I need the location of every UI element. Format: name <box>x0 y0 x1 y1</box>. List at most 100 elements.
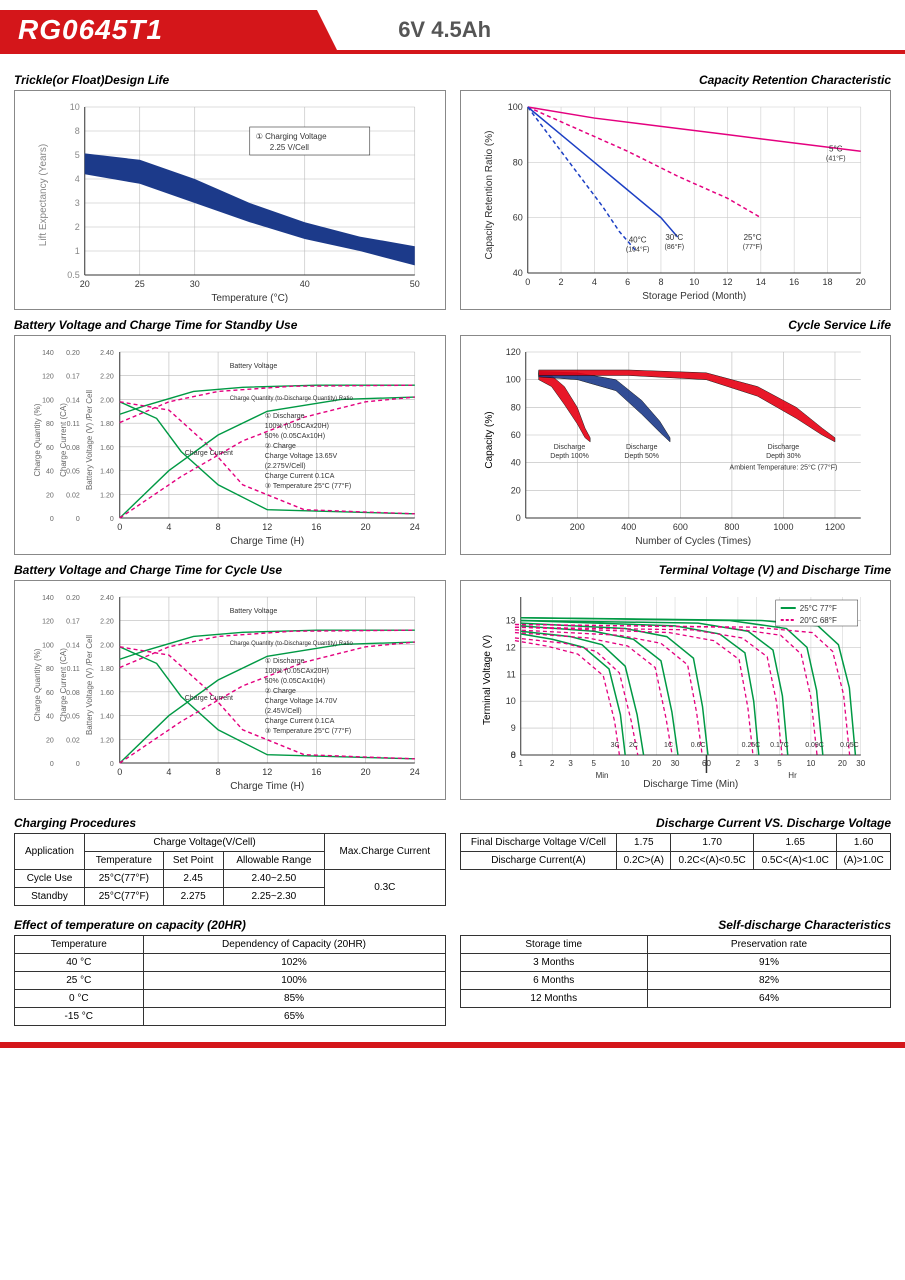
svg-text:24: 24 <box>410 522 420 532</box>
dischargevolt-title: Discharge Current VS. Discharge Voltage <box>460 816 892 830</box>
svg-text:120: 120 <box>42 619 54 626</box>
svg-text:2: 2 <box>735 759 740 768</box>
svg-text:2.00: 2.00 <box>100 642 114 649</box>
svg-text:Discharge: Discharge <box>625 444 657 451</box>
svg-text:0.25C: 0.25C <box>741 742 760 749</box>
svg-text:30: 30 <box>670 759 679 768</box>
charging-table: ApplicationCharge Voltage(V/Cell)Max.Cha… <box>14 833 446 906</box>
svg-text:30: 30 <box>856 759 865 768</box>
svg-text:100: 100 <box>42 642 54 649</box>
svg-text:0.05C: 0.05C <box>840 742 859 749</box>
svg-text:0.5: 0.5 <box>67 270 80 280</box>
svg-text:0: 0 <box>50 761 54 768</box>
svg-text:1: 1 <box>518 759 523 768</box>
svg-text:2.00: 2.00 <box>100 397 114 404</box>
svg-text:0.05: 0.05 <box>66 469 80 476</box>
svg-text:② Charge: ② Charge <box>265 687 296 695</box>
tempeffect-table: TemperatureDependency of Capacity (20HR)… <box>14 935 446 1026</box>
discharge-section: Terminal Voltage (V) and Discharge Time … <box>460 563 892 800</box>
model-number: RG0645T1 <box>18 14 163 46</box>
svg-text:0.11: 0.11 <box>67 666 80 673</box>
svg-text:40: 40 <box>46 714 54 721</box>
svg-text:Depth 30%: Depth 30% <box>766 453 801 460</box>
svg-text:2.20: 2.20 <box>100 374 114 381</box>
svg-text:Number of Cycles (Times): Number of Cycles (Times) <box>635 536 751 547</box>
svg-text:50% (0.05CAx10H): 50% (0.05CAx10H) <box>265 678 325 685</box>
svg-text:① Charging Voltage: ① Charging Voltage <box>256 132 327 141</box>
svg-text:20°C 68°F: 20°C 68°F <box>799 616 836 625</box>
svg-text:11: 11 <box>506 669 515 679</box>
svg-text:40: 40 <box>46 469 54 476</box>
svg-text:2C: 2C <box>628 742 637 749</box>
svg-text:12: 12 <box>505 642 515 652</box>
svg-text:Capacity (%): Capacity (%) <box>483 411 494 468</box>
svg-text:16: 16 <box>311 767 321 777</box>
svg-text:20: 20 <box>510 485 520 495</box>
svg-text:30°C: 30°C <box>665 233 683 242</box>
svg-text:Discharge: Discharge <box>767 444 799 451</box>
svg-text:2: 2 <box>558 277 563 287</box>
svg-text:10: 10 <box>70 102 80 112</box>
svg-text:13: 13 <box>505 615 515 625</box>
svg-text:10: 10 <box>689 277 699 287</box>
svg-text:50: 50 <box>410 279 420 289</box>
svg-text:3C: 3C <box>610 742 619 749</box>
page-header: RG0645T1 6V 4.5Ah <box>0 10 905 60</box>
svg-text:1.60: 1.60 <box>100 445 114 452</box>
svg-text:2: 2 <box>75 222 80 232</box>
battery-spec: 6V 4.5Ah <box>398 17 491 43</box>
svg-text:0: 0 <box>50 516 54 523</box>
svg-text:25: 25 <box>135 279 145 289</box>
discharge-chart: 89101112130123510203060235102030MinHr3C2… <box>460 580 892 800</box>
svg-text:140: 140 <box>42 350 54 357</box>
svg-text:16: 16 <box>789 277 799 287</box>
svg-text:Battery Voltage: Battery Voltage <box>230 608 278 615</box>
svg-text:Capacity Retention Ratio (%): Capacity Retention Ratio (%) <box>483 131 494 260</box>
svg-text:10: 10 <box>505 696 515 706</box>
svg-text:0.14: 0.14 <box>66 642 80 649</box>
svg-text:1200: 1200 <box>824 522 844 532</box>
svg-text:1.20: 1.20 <box>100 737 114 744</box>
svg-text:14: 14 <box>755 277 765 287</box>
cycleuse-chart: 0481216202402040608010012014000.020.050.… <box>14 580 446 800</box>
svg-text:12: 12 <box>262 522 272 532</box>
svg-text:2.20: 2.20 <box>100 619 114 626</box>
svg-text:40: 40 <box>510 458 520 468</box>
svg-text:Battery Voltage (V) /Per Cell: Battery Voltage (V) /Per Cell <box>85 390 94 490</box>
svg-text:60: 60 <box>46 445 54 452</box>
svg-text:8: 8 <box>75 126 80 136</box>
svg-text:Min: Min <box>595 771 608 780</box>
svg-text:100: 100 <box>505 375 520 385</box>
svg-text:0.11: 0.11 <box>67 421 80 428</box>
svg-text:0.05: 0.05 <box>66 714 80 721</box>
svg-text:(104°F): (104°F) <box>625 246 648 254</box>
svg-text:400: 400 <box>621 522 636 532</box>
cyclelife-title: Cycle Service Life <box>460 318 892 332</box>
svg-text:1.80: 1.80 <box>100 421 114 428</box>
svg-text:0: 0 <box>76 516 80 523</box>
dischargevolt-table: Final Discharge Voltage V/Cell1.751.701.… <box>460 833 892 870</box>
svg-text:0.20: 0.20 <box>66 350 80 357</box>
svg-text:5: 5 <box>75 150 80 160</box>
svg-text:Depth 100%: Depth 100% <box>550 453 589 460</box>
svg-text:60: 60 <box>46 690 54 697</box>
trickle-section: Trickle(or Float)Design Life 0.512345810… <box>14 73 446 310</box>
svg-text:1: 1 <box>75 246 80 256</box>
svg-text:Discharge Time (Min): Discharge Time (Min) <box>643 779 738 790</box>
svg-text:60: 60 <box>512 213 522 223</box>
svg-text:5°C: 5°C <box>829 144 843 153</box>
svg-text:(2.45V/Cell): (2.45V/Cell) <box>265 708 302 715</box>
svg-text:9: 9 <box>510 723 515 733</box>
svg-text:20: 20 <box>837 759 846 768</box>
trickle-chart: 0.5123458102025304050① Charging Voltage2… <box>14 90 446 310</box>
svg-text:25°C: 25°C <box>743 233 761 242</box>
svg-text:100: 100 <box>42 397 54 404</box>
svg-text:8: 8 <box>658 277 663 287</box>
svg-text:12: 12 <box>262 767 272 777</box>
charging-table-section: Charging Procedures ApplicationCharge Vo… <box>14 812 446 906</box>
svg-text:200: 200 <box>569 522 584 532</box>
svg-text:Charge Voltage 13.65V: Charge Voltage 13.65V <box>265 453 338 460</box>
svg-text:Temperature (°C): Temperature (°C) <box>211 293 288 304</box>
svg-text:50% (0.05CAx10H): 50% (0.05CAx10H) <box>265 433 325 440</box>
svg-text:0.17C: 0.17C <box>770 742 789 749</box>
